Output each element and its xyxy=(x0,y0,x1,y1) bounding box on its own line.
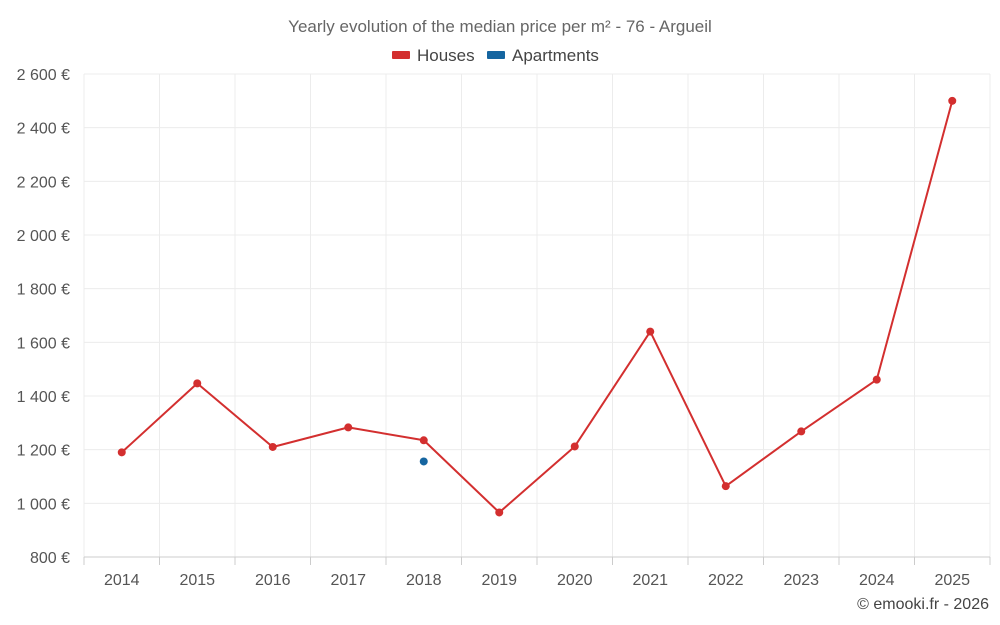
data-point-houses-2021[interactable] xyxy=(646,327,655,336)
gridlines xyxy=(83,73,991,557)
data-point-houses-2019[interactable] xyxy=(495,508,504,517)
credit-text: © emooki.fr - 2026 xyxy=(857,596,989,613)
y-tick-label: 1 800 € xyxy=(17,282,70,299)
x-tick-label: 2016 xyxy=(255,572,291,589)
legend-swatch-houses xyxy=(392,51,410,59)
data-point-houses-2023[interactable] xyxy=(797,427,806,436)
y-tick-label: 1 400 € xyxy=(17,389,70,406)
y-tick-label: 1 000 € xyxy=(17,496,70,513)
data-point-houses-2018[interactable] xyxy=(419,436,428,445)
series-layer xyxy=(117,96,957,517)
data-point-houses-2014[interactable] xyxy=(117,448,126,457)
x-tick-label: 2025 xyxy=(934,572,970,589)
y-tick-label: 2 200 € xyxy=(17,174,70,191)
x-tick-label: 2015 xyxy=(179,572,215,589)
x-tick-label: 2024 xyxy=(859,572,895,589)
legend-label-apartments: Apartments xyxy=(512,46,599,65)
chart-title: Yearly evolution of the median price per… xyxy=(288,17,712,36)
data-point-houses-2024[interactable] xyxy=(872,375,881,384)
legend-item-apartments[interactable]: Apartments xyxy=(487,46,599,65)
legend-swatch-apartments xyxy=(487,51,505,59)
y-tick-label: 2 400 € xyxy=(17,121,70,138)
y-tick-label: 1 200 € xyxy=(17,443,70,460)
data-point-apartments-2018[interactable] xyxy=(419,457,428,466)
y-tick-label: 1 600 € xyxy=(17,335,70,352)
x-tick-label: 2019 xyxy=(481,572,517,589)
series-line-houses xyxy=(121,100,954,514)
data-point-houses-2020[interactable] xyxy=(570,442,579,451)
x-tick-label: 2022 xyxy=(708,572,744,589)
legend: Houses Apartments xyxy=(392,46,599,65)
x-tick-label: 2017 xyxy=(330,572,366,589)
y-tick-label: 2 000 € xyxy=(17,228,70,245)
x-tick-label: 2018 xyxy=(406,572,442,589)
data-point-houses-2022[interactable] xyxy=(721,482,730,491)
data-point-houses-2016[interactable] xyxy=(268,442,277,451)
data-point-houses-2017[interactable] xyxy=(344,423,353,432)
data-point-houses-2025[interactable] xyxy=(948,96,957,105)
x-tick-label: 2023 xyxy=(783,572,819,589)
x-tick-label: 2021 xyxy=(632,572,668,589)
y-tick-label: 800 € xyxy=(30,550,70,567)
data-point-houses-2015[interactable] xyxy=(193,379,202,388)
x-tick-label: 2020 xyxy=(557,572,593,589)
legend-label-houses: Houses xyxy=(417,46,475,65)
x-axis-ticks: 2014 2015 2016 2017 2018 2019 2020 2021 2022 2023… xyxy=(83,557,991,589)
x-tick-label: 2014 xyxy=(104,572,140,589)
y-axis-ticks: 800 € 1 000 € 1 200 € 1 400 € 1 600 € 1 800 €… xyxy=(17,67,70,567)
legend-item-houses[interactable]: Houses xyxy=(392,46,475,65)
y-tick-label: 2 600 € xyxy=(17,67,70,84)
